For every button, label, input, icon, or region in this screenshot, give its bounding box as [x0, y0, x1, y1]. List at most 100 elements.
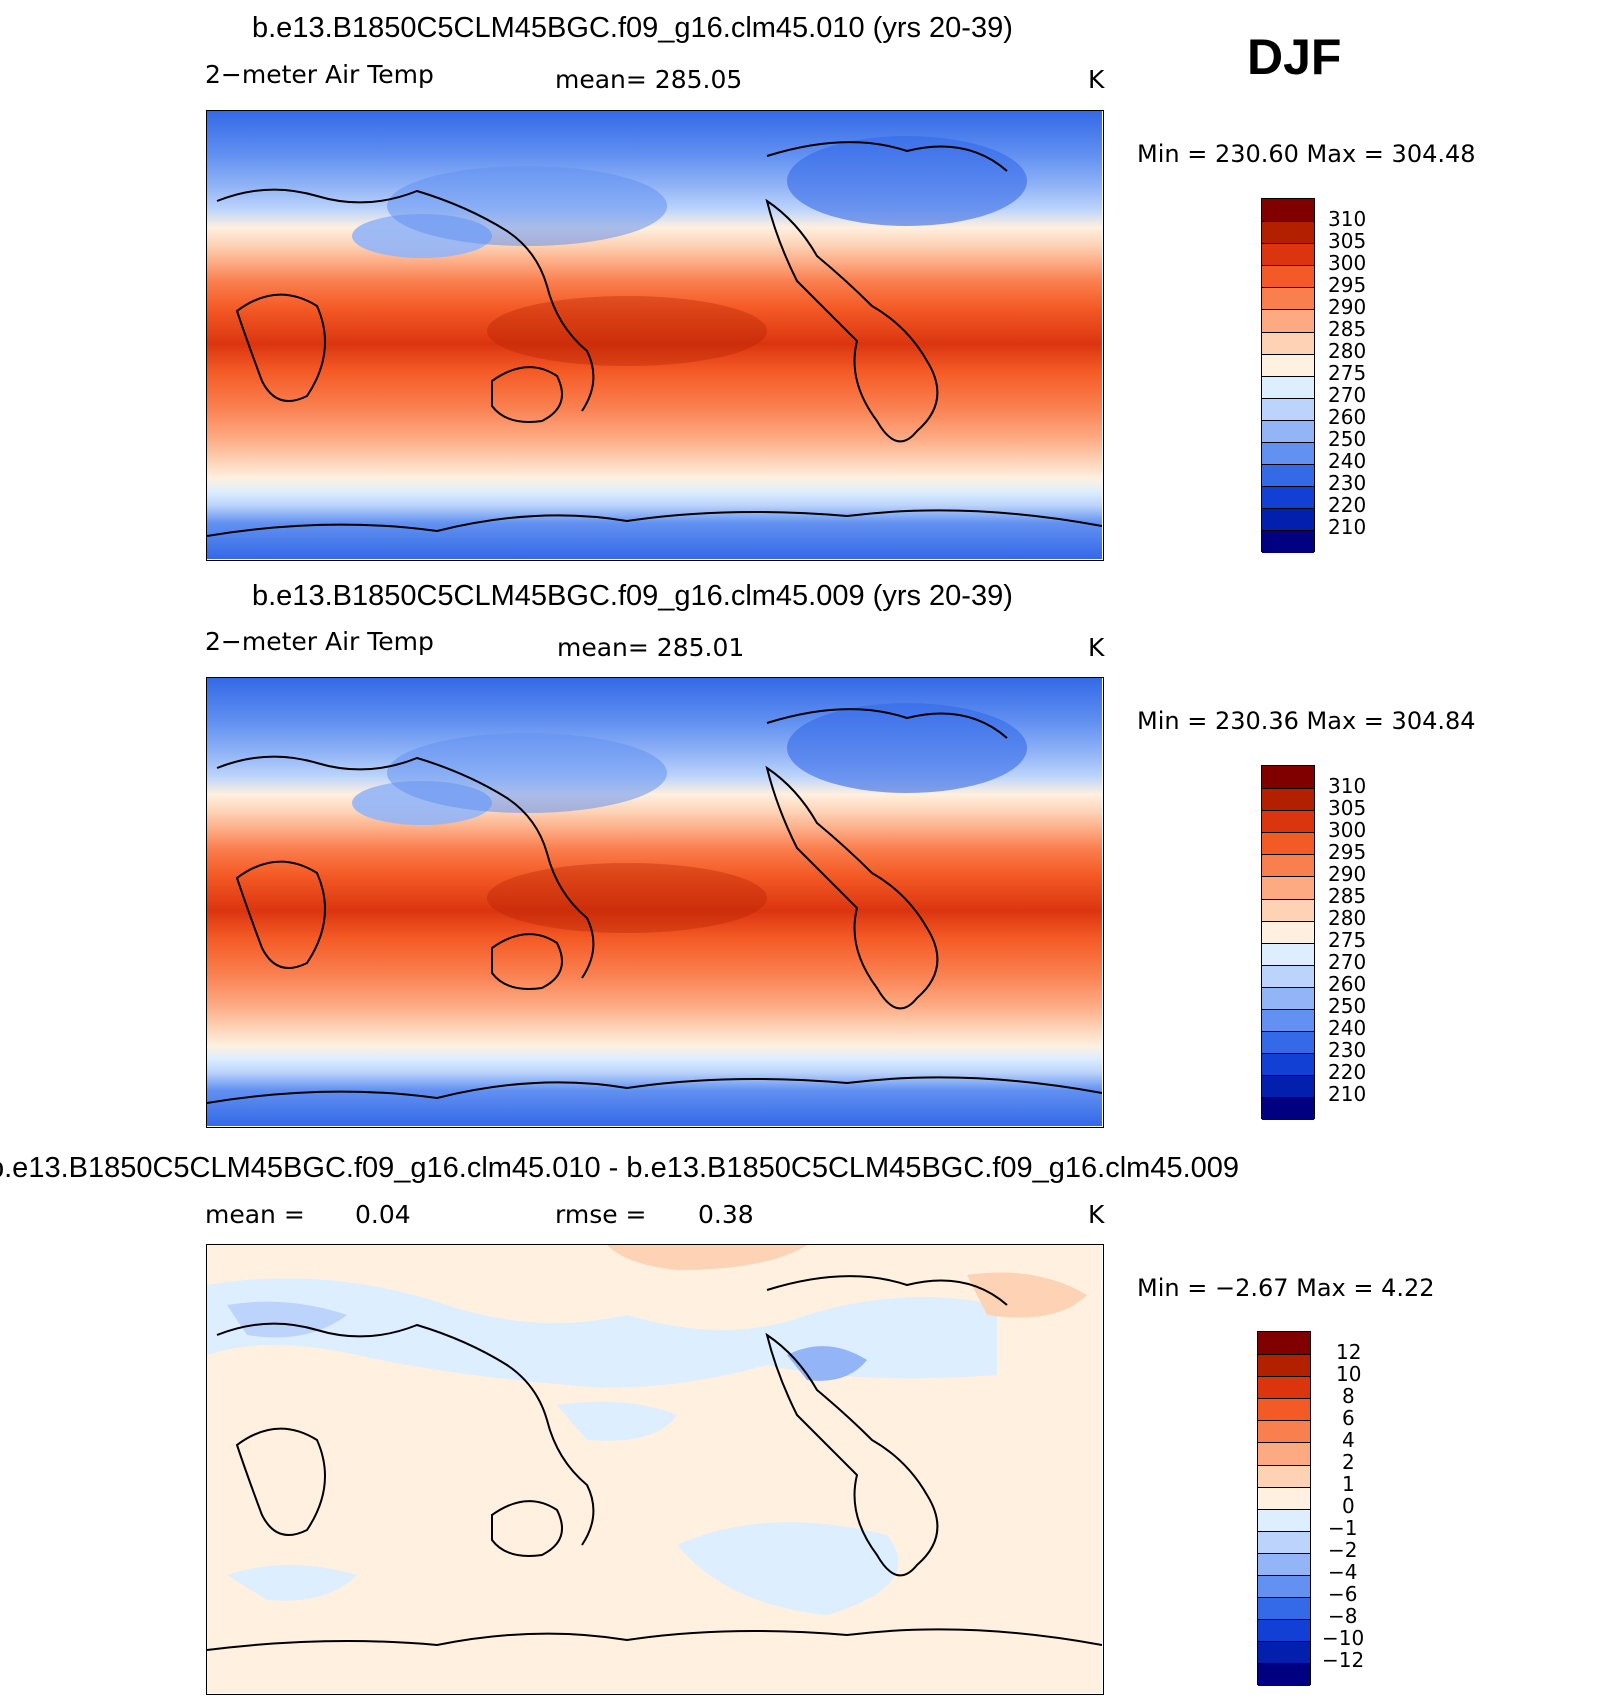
colorbar-swatch: [1262, 353, 1314, 376]
colorbar-swatch: [1262, 243, 1314, 266]
colorbar-swatch: [1262, 1031, 1314, 1054]
colorbar-label: 260: [1328, 972, 1367, 996]
colorbar-label: 6: [1342, 1406, 1355, 1430]
colorbar-label: 4: [1342, 1428, 1355, 1452]
colorbar-label: −12: [1322, 1648, 1365, 1672]
colorbar-label: 12: [1336, 1340, 1362, 1364]
panel-2-map: [206, 677, 1104, 1128]
colorbar-swatch: [1262, 920, 1314, 943]
colorbar-swatch: [1262, 375, 1314, 398]
colorbar-swatch: [1262, 309, 1314, 332]
panel-3-rmse-value: 0.38: [698, 1200, 754, 1229]
colorbar-swatch: [1262, 1075, 1314, 1098]
panel-1-units: K: [1088, 65, 1105, 94]
panel-2-variable: 2−meter Air Temp: [205, 627, 434, 656]
panel-2-minmax: Min = 230.36 Max = 304.84: [1137, 707, 1476, 735]
colorbar-swatch: [1258, 1332, 1310, 1355]
colorbar-swatch: [1258, 1575, 1310, 1598]
colorbar-swatch: [1258, 1641, 1310, 1664]
colorbar-label: 10: [1336, 1362, 1362, 1386]
colorbar-label: 250: [1328, 427, 1367, 451]
panel-3-title: b.e13.B1850C5CLM45BGC.f09_g16.clm45.010 …: [0, 1152, 1240, 1184]
colorbar-label: 310: [1328, 774, 1367, 798]
panel-2-title: b.e13.B1850C5CLM45BGC.f09_g16.clm45.009 …: [252, 580, 1013, 612]
panel-2-mean: mean= 285.01: [557, 633, 745, 662]
colorbar-swatch: [1262, 419, 1314, 443]
colorbar-label: 305: [1328, 796, 1367, 820]
colorbar-swatch: [1258, 1420, 1310, 1443]
colorbar-swatch: [1258, 1530, 1310, 1553]
colorbar-swatch: [1262, 199, 1314, 222]
colorbar-label: 2: [1342, 1450, 1355, 1474]
colorbar-swatch: [1262, 508, 1314, 531]
colorbar-swatch: [1262, 964, 1314, 987]
colorbar-swatch: [1262, 986, 1314, 1010]
colorbar-label: 285: [1328, 884, 1367, 908]
colorbar-label: 295: [1328, 273, 1367, 297]
colorbar-swatch: [1258, 1597, 1310, 1620]
colorbar-swatch: [1258, 1442, 1310, 1465]
colorbar-label: 280: [1328, 339, 1367, 363]
colorbar-label: 290: [1328, 295, 1367, 319]
colorbar-swatch: [1262, 810, 1314, 833]
panel-3-map: [206, 1244, 1104, 1695]
colorbar-label: −4: [1328, 1560, 1358, 1584]
colorbar-label: 270: [1328, 383, 1367, 407]
colorbar-swatch: [1262, 898, 1314, 921]
panel-1-colorbar: [1261, 198, 1315, 553]
panel-2-colorbar: [1261, 765, 1315, 1120]
colorbar-swatch: [1262, 530, 1314, 553]
colorbar-label: 300: [1328, 251, 1367, 275]
colorbar-label: 280: [1328, 906, 1367, 930]
colorbar-swatch: [1258, 1486, 1310, 1509]
colorbar-label: −1: [1328, 1516, 1358, 1540]
panel-3-rmse-label: rmse =: [555, 1200, 647, 1229]
colorbar-label: 240: [1328, 449, 1367, 473]
panel-3-colorbar: [1257, 1331, 1311, 1686]
colorbar-label: 220: [1328, 493, 1367, 517]
colorbar-swatch: [1262, 1097, 1314, 1120]
colorbar-label: 290: [1328, 862, 1367, 886]
panel-3-units: K: [1088, 1200, 1105, 1229]
colorbar-label: 270: [1328, 950, 1367, 974]
panel-3-colorbar-labels: 12 10 8 6 4 2 1 0 −1 −2 −4 −6 −8 −10 −12: [1322, 1331, 1394, 1685]
panel-2-units: K: [1088, 633, 1105, 662]
colorbar-label: 230: [1328, 471, 1367, 495]
colorbar-label: 0: [1342, 1494, 1355, 1518]
colorbar-swatch: [1258, 1376, 1310, 1399]
colorbar-label: 240: [1328, 1016, 1367, 1040]
colorbar-label: 260: [1328, 405, 1367, 429]
colorbar-swatch: [1262, 832, 1314, 855]
colorbar-swatch: [1262, 876, 1314, 899]
colorbar-label: −6: [1328, 1582, 1358, 1606]
panel-1-title: b.e13.B1850C5CLM45BGC.f09_g16.clm45.010 …: [252, 12, 1013, 44]
panel-1-colorbar-labels: 310 305 300 295 290 285 280 275 270 260 …: [1328, 198, 1388, 552]
colorbar-label: 8: [1342, 1384, 1355, 1408]
colorbar-swatch: [1262, 397, 1314, 420]
colorbar-swatch: [1262, 1053, 1314, 1076]
colorbar-label: 275: [1328, 928, 1367, 952]
panel-1-map: [206, 110, 1104, 561]
colorbar-label: −2: [1328, 1538, 1358, 1562]
colorbar-label: 285: [1328, 317, 1367, 341]
colorbar-label: 300: [1328, 818, 1367, 842]
colorbar-swatch: [1258, 1354, 1310, 1377]
colorbar-swatch: [1262, 1009, 1314, 1032]
colorbar-swatch: [1258, 1508, 1310, 1531]
colorbar-swatch: [1262, 854, 1314, 877]
colorbar-swatch: [1262, 265, 1314, 288]
colorbar-label: 305: [1328, 229, 1367, 253]
colorbar-label: 210: [1328, 1082, 1367, 1106]
panel-1-minmax: Min = 230.60 Max = 304.48: [1137, 140, 1476, 168]
colorbar-label: 210: [1328, 515, 1367, 539]
colorbar-swatch: [1262, 942, 1314, 965]
colorbar-swatch: [1262, 486, 1314, 509]
panel-3-mean-value: 0.04: [355, 1200, 411, 1229]
colorbar-label: 1: [1342, 1472, 1355, 1496]
colorbar-label: −8: [1328, 1604, 1358, 1628]
colorbar-swatch: [1262, 287, 1314, 310]
colorbar-label: 250: [1328, 994, 1367, 1018]
panel-1-variable: 2−meter Air Temp: [205, 60, 434, 89]
panel-3-mean-label: mean =: [205, 1200, 305, 1229]
colorbar-swatch: [1262, 788, 1314, 811]
